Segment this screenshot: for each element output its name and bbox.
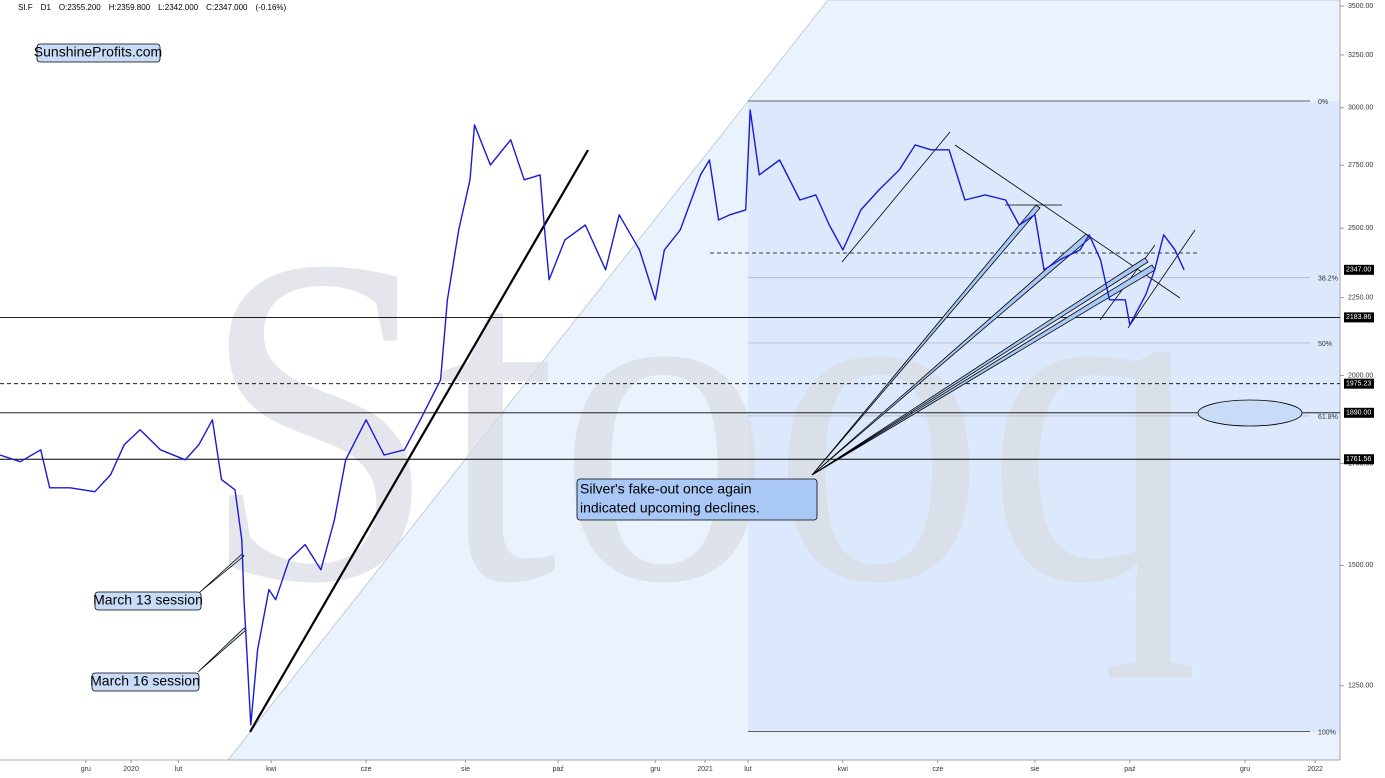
header-field: O:2355.200 [59,3,101,12]
y-tick-label: 3250.00 [1348,52,1373,59]
last-price-box [1344,264,1374,275]
x-tick-label: sie [461,766,470,773]
fib-label: 100% [1318,730,1336,737]
price-label: 1761.56 [1346,456,1371,463]
header-field: L:2342.000 [158,3,199,12]
fib-label: 50% [1318,341,1332,348]
annotation-box [94,591,202,611]
y-tick-label: 2000.00 [1348,372,1373,379]
x-tick-label: kwi [838,766,849,773]
x-tick-label: lut [175,766,182,773]
x-tick-label: kwi [266,766,277,773]
x-tick-label: cze [361,766,372,773]
logo: SunshineProfits.com [34,44,162,60]
x-tick-label: gru [81,766,91,773]
price-label-box [1344,378,1374,389]
x-tick-label: 2021 [697,766,713,773]
last-price-label: 2347.00 [1346,267,1371,274]
watermark: Stooq [200,159,1200,681]
fib-label: 61.8% [1318,414,1338,421]
header-field: D1 [41,3,52,12]
header-field: C:2347.000 [206,3,248,12]
x-tick-label: lut [744,766,751,773]
header-field: H:2359.800 [109,3,151,12]
x-tick-label: gru [650,766,660,773]
y-tick-label: 2500.00 [1348,225,1373,232]
callout-line: Silver's fake-out once again [580,481,752,497]
fib-label: 0% [1318,99,1328,106]
x-tick-label: sie [1030,766,1039,773]
logo-box [36,43,161,63]
header-field: (-0.16%) [256,3,287,12]
y-tick-label: 3500.00 [1348,3,1373,10]
x-tick-label: 2022 [1307,766,1323,773]
x-tick-label: cze [932,766,943,773]
price-label: 1890.00 [1346,410,1371,417]
annotation: March 16 session [90,673,200,689]
plot [0,109,1185,726]
levels [0,100,1340,733]
y-tick-label: 2750.00 [1348,162,1373,169]
price-line [0,109,1185,726]
y-tick-label: 1500.00 [1348,562,1373,569]
price-label-box [1344,407,1374,418]
y-tick-label: 1250.00 [1348,683,1373,690]
header: SI.F D1 O:2355.200 H:2359.800 L:2342.000 C:23… [18,3,287,12]
fib-label: 38.2% [1318,276,1338,283]
trend-lines [197,131,1303,733]
x-tick-label: 2020 [123,766,139,773]
y-tick-label: 2250.00 [1348,295,1373,302]
annotation: March 13 session [93,592,203,608]
price-label-box [1344,312,1374,323]
x-tick-label: gru [1240,766,1250,773]
annotation-box [91,672,200,692]
callout-box [576,478,818,521]
callout-line: indicated upcoming declines. [580,500,760,516]
price-label-box [1344,454,1374,465]
y-tick-label: 3000.00 [1348,105,1373,112]
price-label: 2183.86 [1346,314,1371,321]
price-label: 1975.23 [1346,381,1371,388]
header-field: SI.F [18,3,33,12]
x-tick-label: paź [552,766,564,773]
x-tick-label: paź [1124,766,1136,773]
